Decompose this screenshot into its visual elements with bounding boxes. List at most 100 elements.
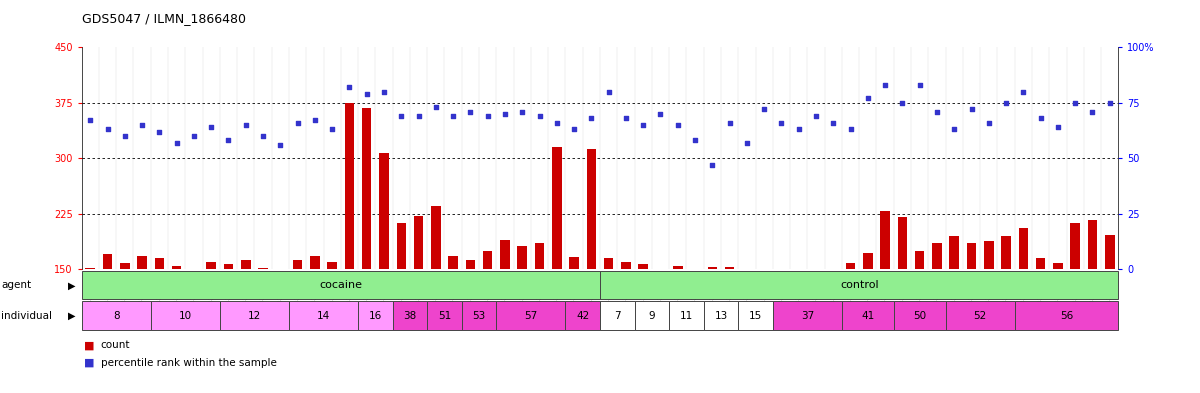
Text: 8: 8 bbox=[113, 310, 120, 321]
Text: 38: 38 bbox=[403, 310, 416, 321]
Bar bbox=[293, 260, 302, 269]
Bar bbox=[725, 267, 734, 269]
Bar bbox=[220, 301, 289, 330]
Bar bbox=[600, 271, 1118, 299]
Point bbox=[806, 113, 826, 119]
Point bbox=[340, 84, 359, 90]
Text: ■: ■ bbox=[84, 340, 95, 351]
Bar bbox=[82, 271, 600, 299]
Bar bbox=[466, 260, 475, 269]
Point bbox=[650, 111, 670, 117]
Point bbox=[1031, 115, 1050, 121]
Bar bbox=[773, 301, 842, 330]
Point bbox=[218, 137, 238, 143]
Bar bbox=[1036, 258, 1045, 269]
Point bbox=[720, 119, 739, 126]
Point bbox=[305, 117, 324, 123]
Bar bbox=[482, 251, 492, 269]
Text: ▶: ▶ bbox=[68, 280, 76, 290]
Point bbox=[685, 137, 704, 143]
Text: 9: 9 bbox=[648, 310, 655, 321]
Bar bbox=[258, 268, 268, 269]
Point bbox=[617, 115, 636, 121]
Bar bbox=[846, 263, 856, 269]
Text: 52: 52 bbox=[973, 310, 986, 321]
Bar bbox=[289, 301, 358, 330]
Point bbox=[115, 133, 134, 139]
Text: percentile rank within the sample: percentile rank within the sample bbox=[101, 358, 277, 368]
Text: ▶: ▶ bbox=[68, 310, 76, 321]
Bar bbox=[673, 266, 683, 269]
Bar bbox=[137, 256, 146, 269]
Point bbox=[755, 106, 774, 112]
Text: cocaine: cocaine bbox=[319, 280, 362, 290]
Point bbox=[478, 113, 497, 119]
Point bbox=[374, 88, 394, 95]
Text: 57: 57 bbox=[524, 310, 538, 321]
Point bbox=[236, 122, 256, 128]
Point bbox=[944, 126, 964, 132]
Text: 13: 13 bbox=[714, 310, 727, 321]
Text: agent: agent bbox=[1, 280, 31, 290]
Point bbox=[496, 111, 515, 117]
Bar bbox=[1070, 223, 1080, 269]
Point bbox=[512, 108, 532, 115]
Point bbox=[547, 119, 566, 126]
Point bbox=[928, 108, 947, 115]
Bar bbox=[535, 242, 545, 269]
Bar bbox=[1015, 301, 1118, 330]
Text: 37: 37 bbox=[800, 310, 814, 321]
Bar bbox=[151, 301, 220, 330]
Bar bbox=[103, 254, 113, 269]
Point bbox=[1014, 88, 1033, 95]
Bar bbox=[517, 246, 527, 269]
Bar bbox=[565, 301, 600, 330]
Bar bbox=[431, 206, 440, 269]
Point bbox=[288, 119, 307, 126]
Text: 7: 7 bbox=[614, 310, 620, 321]
Text: 16: 16 bbox=[368, 310, 382, 321]
Bar bbox=[396, 223, 406, 269]
Point bbox=[426, 104, 445, 110]
Point bbox=[1082, 108, 1102, 115]
Bar bbox=[622, 262, 631, 269]
Bar bbox=[310, 256, 319, 269]
Text: GDS5047 / ILMN_1866480: GDS5047 / ILMN_1866480 bbox=[82, 12, 246, 25]
Point bbox=[737, 140, 756, 146]
Point bbox=[668, 122, 688, 128]
Text: 50: 50 bbox=[913, 310, 926, 321]
Point bbox=[876, 82, 895, 88]
Bar bbox=[1019, 228, 1028, 269]
Bar bbox=[85, 268, 95, 269]
Point bbox=[841, 126, 860, 132]
Point bbox=[772, 119, 791, 126]
Point bbox=[409, 113, 428, 119]
Point bbox=[98, 126, 118, 132]
Bar bbox=[1105, 235, 1115, 269]
Bar bbox=[569, 257, 578, 269]
Point bbox=[132, 122, 151, 128]
Bar bbox=[932, 243, 942, 269]
Point bbox=[893, 99, 912, 106]
Bar bbox=[223, 264, 233, 269]
Bar bbox=[949, 236, 959, 269]
Bar bbox=[898, 217, 907, 269]
Bar bbox=[344, 103, 354, 269]
Bar bbox=[120, 263, 130, 269]
Text: 56: 56 bbox=[1060, 310, 1073, 321]
Bar bbox=[379, 153, 389, 269]
Bar bbox=[984, 241, 994, 269]
Bar bbox=[172, 266, 181, 269]
Point bbox=[564, 126, 583, 132]
Point bbox=[323, 126, 342, 132]
Point bbox=[271, 142, 290, 148]
Bar bbox=[427, 301, 462, 330]
Bar bbox=[863, 253, 872, 269]
Text: control: control bbox=[840, 280, 878, 290]
Bar bbox=[604, 258, 613, 269]
Point bbox=[979, 119, 998, 126]
Point bbox=[167, 140, 186, 146]
Point bbox=[910, 82, 929, 88]
Bar bbox=[842, 301, 894, 330]
Bar bbox=[1087, 220, 1097, 269]
